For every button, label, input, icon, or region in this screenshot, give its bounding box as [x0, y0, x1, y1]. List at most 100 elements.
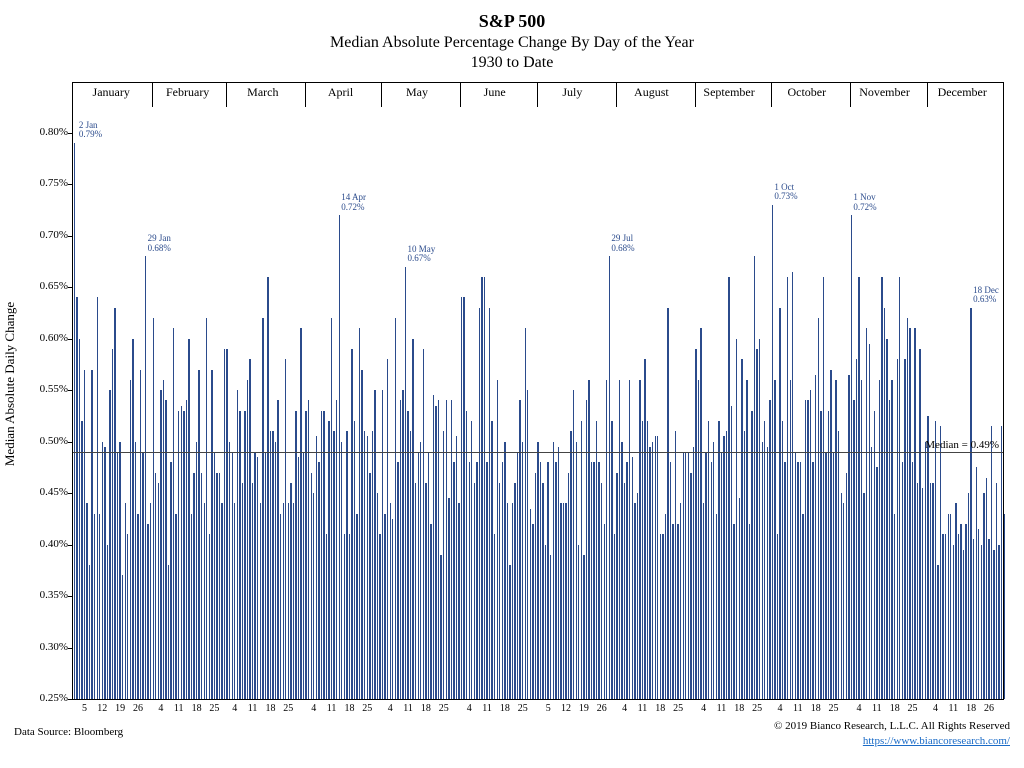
bar	[573, 390, 574, 699]
bar	[812, 462, 813, 699]
bar	[968, 493, 969, 699]
bar	[400, 400, 401, 699]
bar	[272, 431, 273, 699]
bar	[769, 400, 770, 699]
bar	[693, 447, 694, 699]
bar	[767, 447, 768, 699]
bar	[925, 442, 926, 699]
bar	[841, 493, 842, 699]
bar	[137, 514, 138, 699]
bar	[204, 503, 205, 699]
bar	[611, 421, 612, 699]
bar	[667, 308, 668, 699]
bar	[739, 498, 740, 699]
bar	[316, 436, 317, 699]
month-label: August	[634, 85, 669, 100]
bar	[662, 534, 663, 699]
footer-link[interactable]: https://www.biancoresearch.com/	[863, 735, 1010, 747]
bar	[224, 349, 225, 699]
bar	[522, 442, 523, 699]
month-label: October	[787, 85, 826, 100]
bar	[861, 380, 862, 699]
bar	[471, 421, 472, 699]
bar	[578, 545, 579, 699]
bar	[912, 462, 913, 699]
bar	[736, 339, 737, 699]
bar	[792, 272, 793, 699]
bar	[948, 514, 949, 699]
bar	[313, 493, 314, 699]
bar	[321, 411, 322, 699]
bar	[945, 534, 946, 699]
bar	[919, 349, 920, 699]
bar	[583, 555, 584, 699]
bar	[774, 380, 775, 699]
x-tick-label: 18	[500, 703, 510, 714]
bar	[540, 462, 541, 699]
annotation: 2 Jan0.79%	[79, 121, 102, 140]
bar	[784, 462, 785, 699]
bar	[384, 514, 385, 699]
bar	[848, 375, 849, 699]
month-label: March	[247, 85, 278, 100]
bar	[609, 256, 610, 699]
bar	[390, 503, 391, 699]
bar	[277, 400, 278, 699]
bar	[300, 328, 301, 699]
bar	[293, 503, 294, 699]
bar	[978, 529, 979, 699]
bar	[649, 447, 650, 699]
x-tick-label: 18	[192, 703, 202, 714]
bar	[499, 483, 500, 699]
plot-area: JanuaryFebruaryMarchAprilMayJuneJulyAugu…	[72, 82, 1004, 700]
y-tick-label: 0.80%	[40, 126, 68, 138]
bar	[820, 411, 821, 699]
bar	[489, 308, 490, 699]
bar	[782, 421, 783, 699]
bar	[976, 467, 977, 699]
bar	[983, 493, 984, 699]
bar	[270, 431, 271, 699]
bar	[94, 514, 95, 699]
bar	[109, 390, 110, 699]
bar	[150, 503, 151, 699]
x-tick-label: 18	[344, 703, 354, 714]
bar	[733, 524, 734, 699]
bar	[601, 483, 602, 699]
bar	[937, 565, 938, 699]
month-label: January	[93, 85, 130, 100]
bar	[797, 462, 798, 699]
bar	[333, 431, 334, 699]
bar	[560, 503, 561, 699]
bar	[405, 267, 406, 699]
bar	[779, 308, 780, 699]
bar	[866, 328, 867, 699]
bar	[114, 308, 115, 699]
bar	[953, 545, 954, 699]
bar	[451, 400, 452, 699]
x-tick-label: 18	[655, 703, 665, 714]
bar	[537, 442, 538, 699]
bar	[308, 400, 309, 699]
x-tick-label: 5	[546, 703, 551, 714]
bar	[746, 380, 747, 699]
bar	[127, 534, 128, 699]
bar	[175, 514, 176, 699]
y-tick-label: 0.25%	[40, 692, 68, 704]
bar	[586, 400, 587, 699]
bar	[331, 318, 332, 699]
bar	[703, 503, 704, 699]
x-tick-label: 18	[890, 703, 900, 714]
bar	[550, 555, 551, 699]
bar	[359, 328, 360, 699]
bar	[818, 318, 819, 699]
bar	[392, 519, 393, 699]
bar	[186, 400, 187, 699]
bar	[675, 431, 676, 699]
bar	[102, 442, 103, 699]
bar	[759, 339, 760, 699]
bar	[874, 411, 875, 699]
bar	[690, 473, 691, 700]
bar	[996, 483, 997, 699]
bar	[158, 483, 159, 699]
